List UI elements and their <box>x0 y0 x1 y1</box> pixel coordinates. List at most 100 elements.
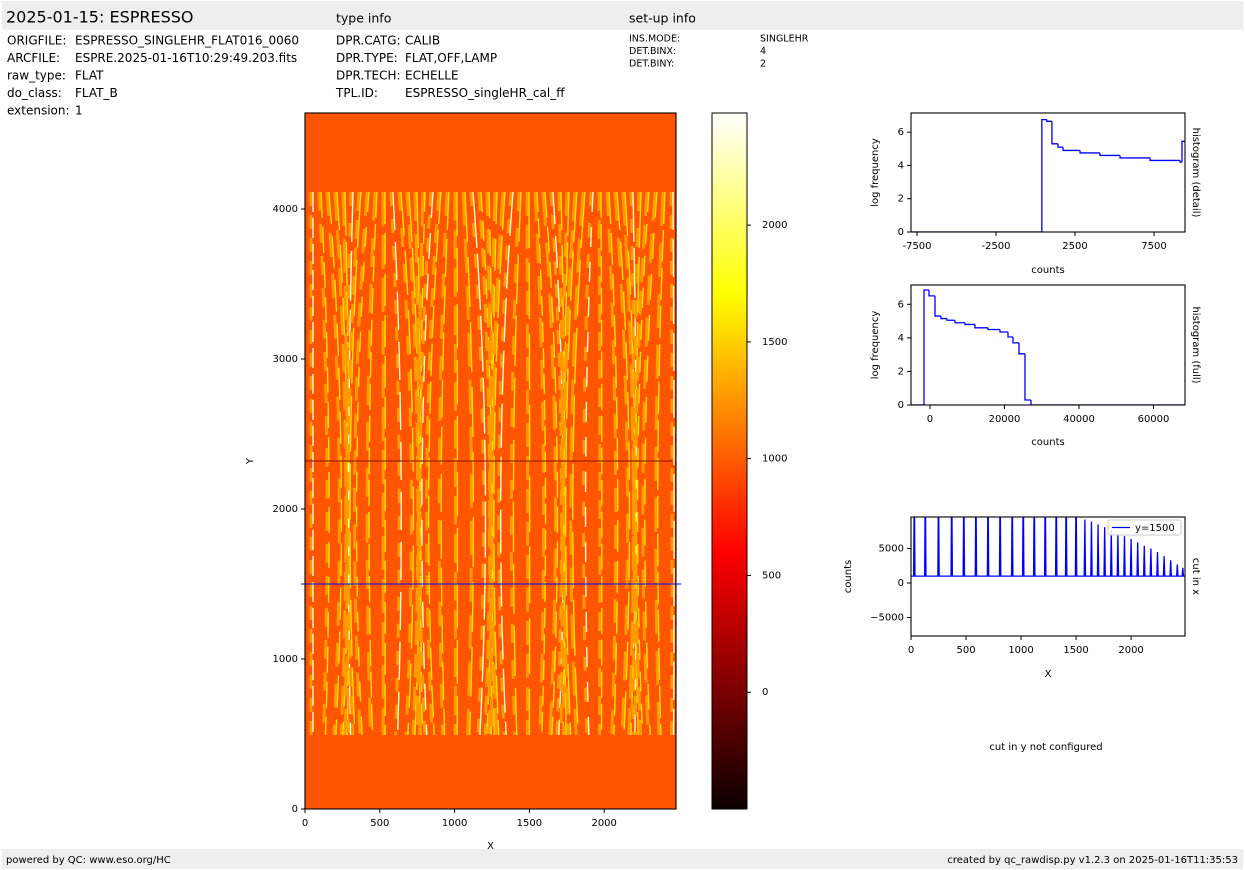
x-tick-label: 1500 <box>1063 645 1088 656</box>
info-value: CALIB <box>405 34 440 48</box>
info-key: TPL.ID: <box>335 86 378 100</box>
y-tick-label: 0 <box>898 227 904 238</box>
x-tick-label: 0 <box>908 645 914 656</box>
image-texture <box>349 191 362 736</box>
y-tick-label: 0 <box>898 400 904 411</box>
side-label: cut in x <box>1190 558 1201 595</box>
image-texture <box>565 191 578 736</box>
image-texture <box>497 191 513 736</box>
image-texture <box>333 191 348 736</box>
histogram-step <box>1012 337 1019 344</box>
y-tick-label: 4 <box>898 333 904 344</box>
image-texture <box>346 191 361 736</box>
y-tick-label: 1000 <box>273 654 298 665</box>
colorbar-tick-label: 500 <box>762 570 781 581</box>
image-texture <box>541 191 557 736</box>
image-texture <box>325 191 341 736</box>
image-texture <box>317 191 329 736</box>
x-tick-label: 1000 <box>442 818 467 829</box>
y-tick-label: 2000 <box>273 504 298 515</box>
image-texture <box>320 191 330 736</box>
info-key: ARCFILE: <box>7 51 60 65</box>
x-tick-label: 20000 <box>989 414 1021 425</box>
colorbar-tick-label: 1000 <box>762 454 787 465</box>
histogram-step <box>1046 119 1052 122</box>
image-texture <box>392 191 402 736</box>
image-texture <box>569 191 585 736</box>
info-key: DET.BINX: <box>629 46 676 57</box>
histogram-step <box>1041 119 1047 232</box>
image-texture <box>491 191 498 736</box>
info-key: DPR.TECH: <box>336 69 401 83</box>
x-axis-label: X <box>1045 669 1052 680</box>
info-value: ESPRESSO_SINGLEHR_FLAT016_0060 <box>75 34 299 48</box>
x-tick-label: 2000 <box>591 818 616 829</box>
image-texture <box>641 191 657 736</box>
image-texture <box>584 191 594 736</box>
image-texture <box>562 191 577 736</box>
y-tick-label: 6 <box>898 127 904 138</box>
info-key: do_class: <box>7 86 62 100</box>
y-tick-label: 4000 <box>273 204 298 215</box>
info-value: 1 <box>75 104 83 118</box>
image-texture <box>572 191 586 736</box>
x-tick-label: 60000 <box>1138 414 1170 425</box>
image-texture <box>437 191 449 736</box>
note: cut in y not configured <box>989 742 1102 753</box>
image-texture <box>582 191 593 736</box>
histogram-step <box>1051 121 1058 145</box>
x-tick-label: 0 <box>302 818 308 829</box>
colorbar-tick-label: 2000 <box>762 220 787 231</box>
image-texture <box>418 191 433 736</box>
image-texture <box>355 191 370 736</box>
plot-area <box>911 289 1185 405</box>
image-texture <box>421 191 434 736</box>
info-value: 2 <box>760 59 766 70</box>
footer-bar <box>2 849 1243 869</box>
image-texture <box>533 191 546 736</box>
image-texture <box>605 191 618 736</box>
cut-line <box>911 517 1185 577</box>
plot-area <box>305 113 676 809</box>
histogram-step <box>999 329 1008 333</box>
image-texture <box>365 191 377 736</box>
info-value: SINGLEHR <box>760 34 809 45</box>
histogram-step <box>964 322 975 326</box>
info-value: ESPRE.2025-01-16T10:29:49.203.fits <box>75 51 297 65</box>
image-texture <box>528 191 531 736</box>
footer-left: powered by QC: www.eso.org/HC <box>6 855 171 866</box>
histogram-step <box>1179 160 1182 163</box>
axes-frame <box>910 516 1186 637</box>
y-tick-label: 2 <box>898 194 904 205</box>
info-key: raw_type: <box>7 69 66 83</box>
x-tick-label: 500 <box>370 818 389 829</box>
axes-frame <box>304 112 677 810</box>
image-texture <box>613 191 630 736</box>
image-texture <box>597 191 602 736</box>
y-axis-label: counts <box>843 560 854 593</box>
info-key: DPR.CATG: <box>336 34 401 48</box>
plot-area <box>911 119 1185 232</box>
image-texture <box>488 191 497 736</box>
x-tick-label: 40000 <box>1063 414 1095 425</box>
histogram-step <box>1079 150 1100 154</box>
image-texture <box>397 191 413 736</box>
side-label: histogram (full) <box>1190 306 1201 383</box>
image-texture <box>472 191 487 736</box>
image-texture <box>654 191 665 736</box>
y-tick-label: −5000 <box>870 613 904 624</box>
histogram-step <box>1099 152 1121 157</box>
image-texture <box>425 191 441 736</box>
y-axis-label: log frequency <box>870 311 881 380</box>
x-tick-label: 1500 <box>517 818 542 829</box>
image-texture <box>493 191 506 736</box>
x-axis-label: counts <box>1031 437 1064 448</box>
y-tick-label: 2 <box>898 366 904 377</box>
x-tick-label: 7500 <box>1141 241 1166 252</box>
info-key: DPR.TYPE: <box>336 51 398 65</box>
image-texture <box>629 191 636 736</box>
header-bar <box>2 1 1243 30</box>
image-texture <box>560 191 569 736</box>
legend-box <box>1107 519 1182 536</box>
page-title: 2025-01-15: ESPRESSO <box>6 8 194 27</box>
